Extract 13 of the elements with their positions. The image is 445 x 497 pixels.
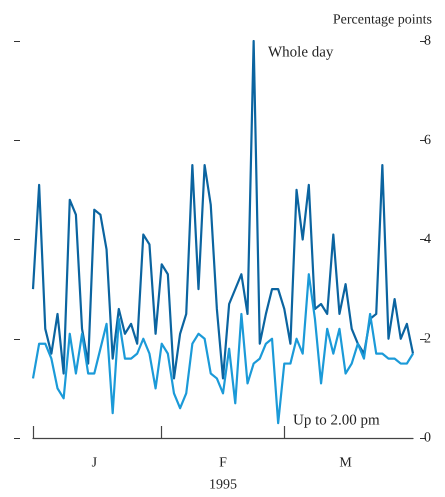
y-axis-title: Percentage points xyxy=(332,12,432,28)
y-tick-label: 8 xyxy=(424,34,431,48)
x-tick-label: J xyxy=(92,456,98,470)
series-label: Up to 2.00 pm xyxy=(293,412,380,428)
x-tick-label: M xyxy=(339,456,352,470)
y-tick-label: 0 xyxy=(424,430,431,446)
x-tick-label: F xyxy=(219,456,228,470)
y-tick-label: 2 xyxy=(424,331,431,346)
line-series xyxy=(32,40,414,380)
series-label: Whole day xyxy=(268,44,334,60)
y-tick-label: 6 xyxy=(424,132,431,148)
x-axis-title: 1995 xyxy=(209,478,237,492)
y-tick-label: 4 xyxy=(424,232,431,247)
